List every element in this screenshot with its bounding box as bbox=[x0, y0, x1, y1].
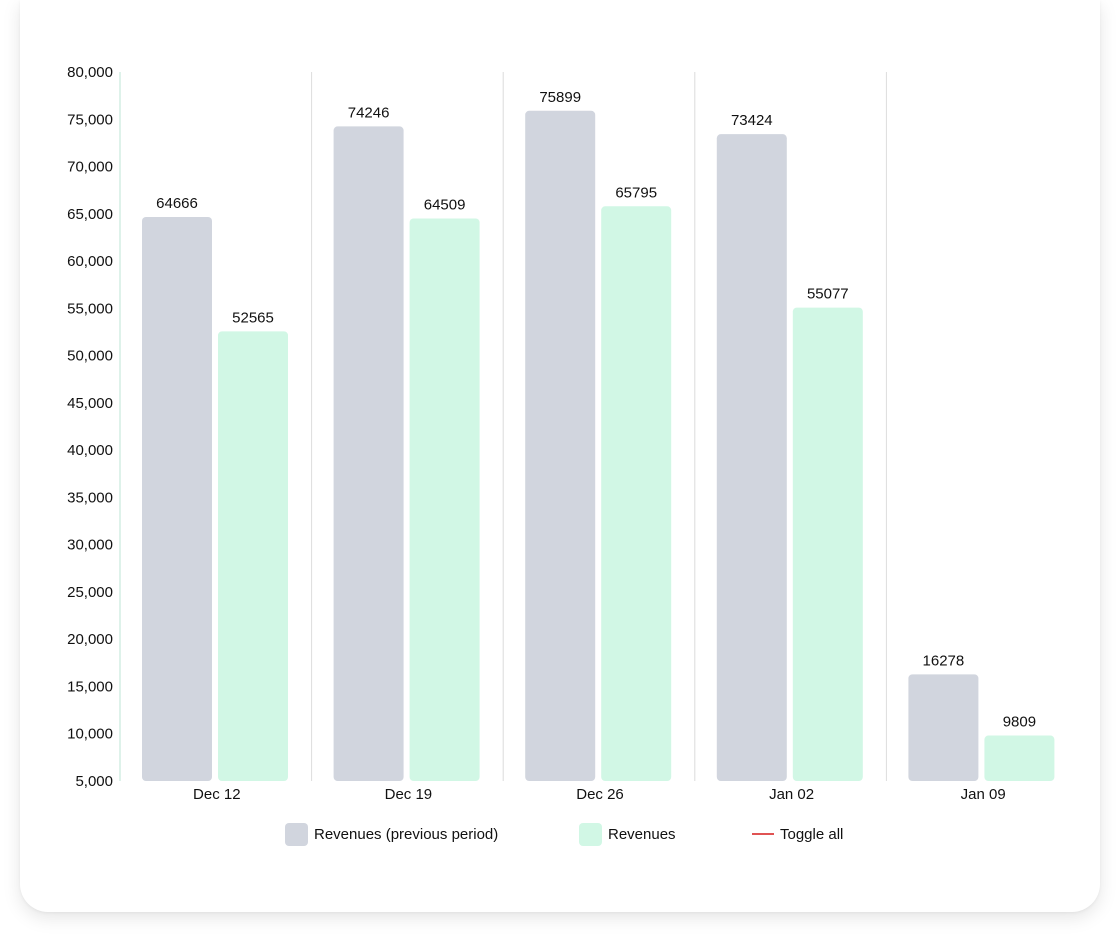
toggle-all-line-icon bbox=[752, 833, 774, 835]
data-label: 52565 bbox=[232, 309, 274, 326]
legend-item-revenues[interactable]: Revenues bbox=[579, 820, 676, 848]
bar-revenues bbox=[984, 735, 1055, 781]
bar-previous-period bbox=[142, 216, 212, 782]
data-label: 75899 bbox=[539, 89, 581, 106]
y-tick-label: 35,000 bbox=[67, 489, 113, 506]
y-tick-label: 15,000 bbox=[67, 678, 113, 695]
bar-previous-period bbox=[716, 134, 787, 782]
data-label: 64666 bbox=[156, 195, 198, 212]
data-label: 73424 bbox=[731, 112, 773, 129]
x-tick-label: Dec 26 bbox=[576, 786, 624, 803]
data-label: 65795 bbox=[615, 184, 657, 201]
data-label: 64509 bbox=[424, 196, 466, 213]
legend-item-toggle-all[interactable]: Toggle all bbox=[752, 820, 843, 848]
data-label: 16278 bbox=[923, 652, 965, 669]
bar-revenues bbox=[409, 218, 480, 781]
legend-label-previous-period: Revenues (previous period) bbox=[314, 825, 499, 843]
legend-swatch-previous-period bbox=[285, 822, 308, 846]
legend-label-revenues: Revenues bbox=[608, 825, 676, 843]
y-tick-label: 55,000 bbox=[67, 300, 113, 317]
y-tick-label: 65,000 bbox=[67, 206, 113, 223]
legend-item-revenues-previous-period[interactable]: Revenues (previous period) bbox=[285, 820, 498, 848]
x-tick-label: Jan 09 bbox=[961, 786, 1006, 803]
bar-revenues bbox=[218, 331, 288, 781]
x-tick-label: Jan 02 bbox=[769, 786, 814, 803]
chart-legend: Revenues (previous period) Revenues Togg… bbox=[0, 820, 1120, 848]
y-tick-label: 45,000 bbox=[67, 395, 113, 412]
bar-revenues bbox=[792, 307, 863, 781]
x-tick-label: Dec 12 bbox=[193, 786, 241, 803]
y-tick-label: 20,000 bbox=[67, 631, 113, 648]
bar-chart: 5,000 10,000 15,000 20,000 25,000 30,000 35,00… bbox=[67, 64, 1055, 803]
y-tick-label: 10,000 bbox=[67, 726, 113, 743]
y-tick-label: 70,000 bbox=[67, 159, 113, 176]
y-tick-label: 50,000 bbox=[67, 348, 113, 365]
toggle-all-label: Toggle all bbox=[780, 825, 844, 843]
x-tick-label: Dec 19 bbox=[385, 786, 433, 803]
y-tick-label: 5,000 bbox=[75, 773, 113, 790]
bar-previous-period bbox=[908, 674, 979, 781]
data-label: 55077 bbox=[807, 286, 849, 303]
y-tick-label: 80,000 bbox=[67, 64, 113, 81]
y-tick-label: 25,000 bbox=[67, 584, 113, 601]
data-label: 74246 bbox=[348, 104, 390, 121]
data-label: 9809 bbox=[1003, 714, 1036, 731]
y-tick-label: 30,000 bbox=[67, 537, 113, 554]
bar-previous-period bbox=[525, 110, 596, 781]
bar-revenues bbox=[601, 206, 672, 781]
y-tick-label: 75,000 bbox=[67, 111, 113, 128]
legend-swatch-revenues bbox=[579, 822, 602, 846]
y-tick-label: 60,000 bbox=[67, 253, 113, 270]
y-tick-label: 40,000 bbox=[67, 442, 113, 459]
bar-previous-period bbox=[333, 126, 404, 782]
